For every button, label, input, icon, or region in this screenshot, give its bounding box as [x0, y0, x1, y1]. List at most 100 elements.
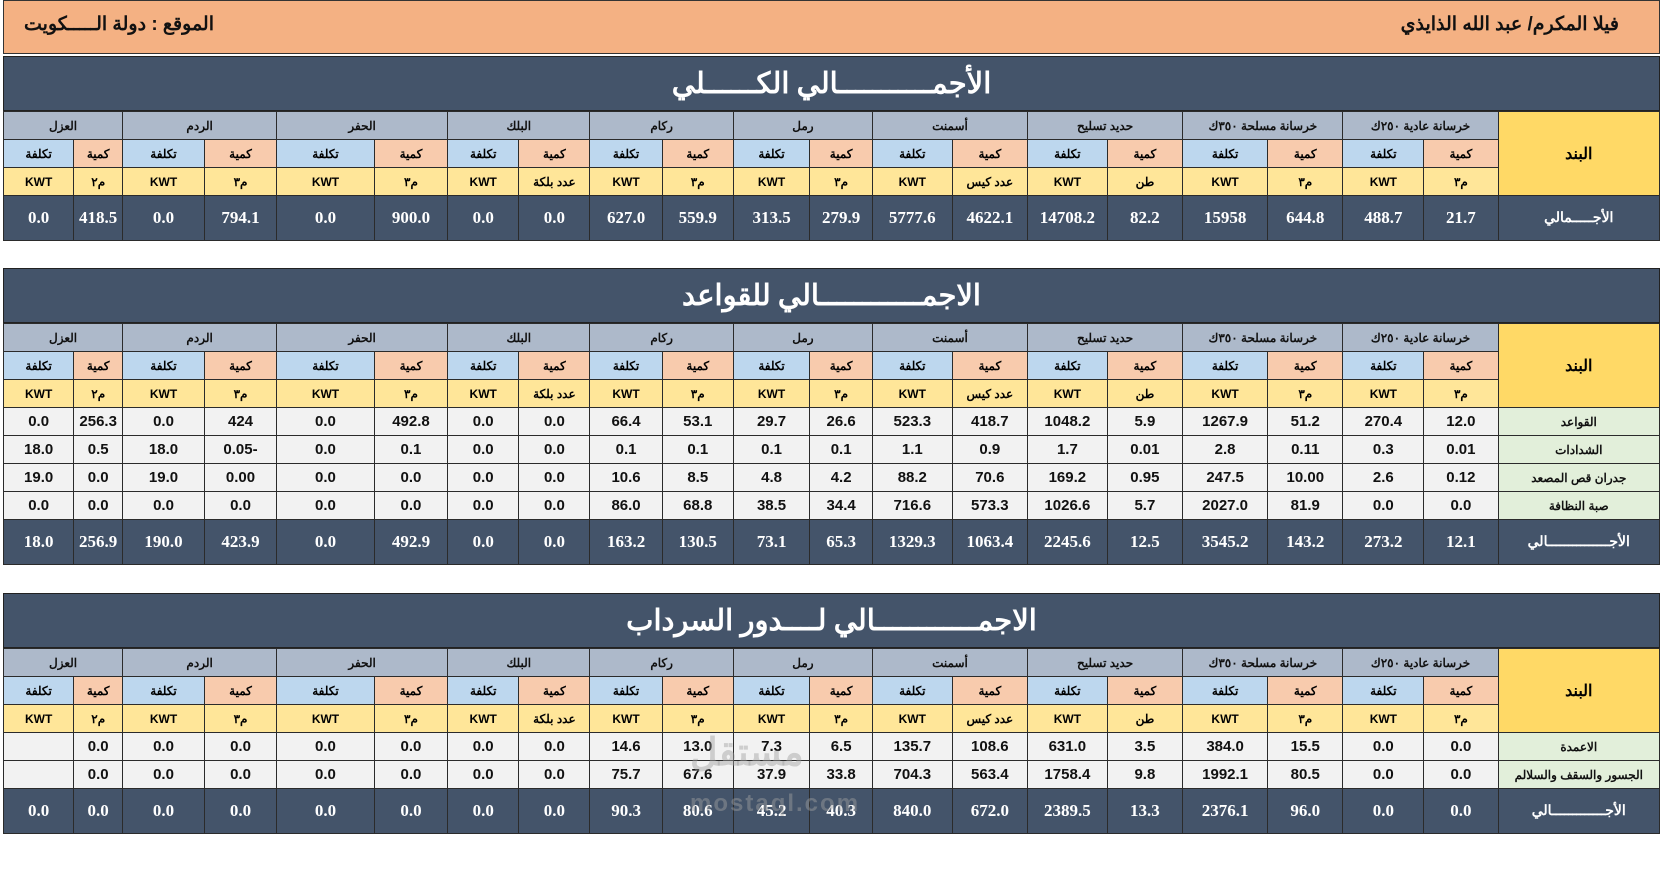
cost-header: تكلفة [447, 676, 520, 705]
value-cell: 1026.6 [1027, 491, 1108, 520]
cost-header: تكلفة [122, 139, 205, 168]
value-cell: 15.5 [1267, 732, 1344, 761]
qty-header: كمية [1423, 676, 1499, 705]
cost-header: تكلفة [1027, 351, 1108, 380]
value-cell: 1267.9 [1182, 407, 1269, 436]
total-value-cell: 0.0 [276, 788, 375, 834]
value-cell: 2.6 [1342, 463, 1425, 492]
value-cell: 5.9 [1106, 407, 1184, 436]
unit-cell: طن [1106, 704, 1184, 733]
group-header: رمل [732, 111, 873, 140]
total-value-cell: 488.7 [1342, 195, 1425, 241]
value-cell: 0.0 [73, 491, 124, 520]
value-cell: 66.4 [589, 407, 663, 436]
currency-cell: KWT [871, 379, 953, 408]
group-header: خرسانة مسلحة ٣٥٠ك [1182, 323, 1344, 352]
value-cell: 0.0 [447, 491, 520, 520]
unit-cell: م٣ [809, 379, 873, 408]
value-cell: 0.0 [1423, 732, 1499, 761]
value-cell: 10.00 [1267, 463, 1344, 492]
value-cell: 0.3 [1342, 435, 1425, 464]
group-header: الحفر [276, 648, 449, 677]
value-cell: 67.6 [661, 760, 734, 789]
currency-cell: KWT [2, 167, 75, 196]
band-header: البند [1497, 111, 1660, 196]
group-header: خرسانة عادية ٢٥٠ك [1342, 111, 1499, 140]
value-cell: 0.0 [276, 407, 375, 436]
value-cell: -0.05 [203, 435, 278, 464]
total-label: الأجـــــــــــــــالي [1497, 519, 1660, 565]
row-label: جدران قص المصعد [1497, 463, 1660, 492]
group-header: رمل [732, 648, 873, 677]
group-header: العزل [2, 323, 124, 352]
value-cell: 0.00 [203, 463, 278, 492]
band-header: البند [1497, 648, 1660, 733]
quantities-table: البند خرسانة عادية ٢٥٠ك خرسانة مسلحة ٣٥٠ك ح… [2, 111, 1660, 241]
currency-cell: KWT [1027, 167, 1108, 196]
group-header: أسمنت [871, 323, 1029, 352]
row-label: القواعد [1497, 407, 1660, 436]
cost-header: تكلفة [447, 139, 520, 168]
value-cell: 0.0 [373, 760, 449, 789]
qty-header: كمية [73, 676, 124, 705]
value-cell: 247.5 [1182, 463, 1269, 492]
group-header: أسمنت [871, 111, 1029, 140]
currency-cell: KWT [276, 704, 375, 733]
value-cell: 0.0 [276, 760, 375, 789]
cost-header: تكلفة [276, 351, 375, 380]
cost-header: تكلفة [1182, 676, 1269, 705]
qty-header: كمية [1423, 139, 1499, 168]
currency-cell: KWT [732, 167, 811, 196]
value-cell: 0.0 [518, 407, 591, 436]
cost-header: تكلفة [732, 139, 811, 168]
total-value-cell: 143.2 [1267, 519, 1344, 565]
total-value-cell: 45.2 [732, 788, 811, 834]
unit-cell: عدد بلكة [518, 167, 591, 196]
total-value-cell: 627.0 [589, 195, 663, 241]
value-cell: 716.6 [871, 491, 953, 520]
unit-cell: م٣ [203, 167, 278, 196]
value-cell: 14.6 [589, 732, 663, 761]
currency-cell: KWT [871, 167, 953, 196]
group-header: الردم [122, 323, 278, 352]
cost-header: تكلفة [1027, 676, 1108, 705]
qty-header: كمية [1267, 139, 1344, 168]
total-value-cell: 0.0 [122, 788, 205, 834]
unit-cell: م٣ [203, 379, 278, 408]
group-header: رمل [732, 323, 873, 352]
value-cell: 0.0 [1423, 760, 1499, 789]
value-cell: 10.6 [589, 463, 663, 492]
cost-header: تكلفة [589, 139, 663, 168]
value-cell: 0.0 [518, 760, 591, 789]
total-row: الأجـــــمالي 21.7 488.7 644.8 15958 82.2 1470… [2, 195, 1660, 241]
value-cell: 5.7 [1106, 491, 1184, 520]
table-row: جدران قص المصعد 0.12 2.6 10.00 247.5 0.95 169.… [2, 463, 1660, 492]
value-cell: 270.4 [1342, 407, 1425, 436]
value-cell: 33.8 [809, 760, 873, 789]
currency-cell: KWT [276, 167, 375, 196]
total-value-cell: 0.0 [276, 195, 375, 241]
total-value-cell: 840.0 [871, 788, 953, 834]
total-value-cell: 163.2 [589, 519, 663, 565]
total-value-cell: 0.0 [518, 788, 591, 834]
group-header: الحفر [276, 111, 449, 140]
value-cell: 4.2 [809, 463, 873, 492]
value-cell: 18.0 [122, 435, 205, 464]
total-row: الأجـــــــــــــالي 0.0 0.0 96.0 2376.1 13.3… [2, 788, 1660, 834]
value-cell: 0.1 [661, 435, 734, 464]
cost-header: تكلفة [589, 676, 663, 705]
qty-header: كمية [809, 139, 873, 168]
value-cell: 0.0 [447, 435, 520, 464]
cost-header: تكلفة [871, 676, 953, 705]
group-header: البلك [447, 111, 591, 140]
total-value-cell: 0.0 [447, 788, 520, 834]
qty-header: كمية [1106, 139, 1184, 168]
total-value-cell: 18.0 [2, 519, 75, 565]
currency-cell: KWT [732, 379, 811, 408]
unit-cell: م٢ [73, 167, 124, 196]
section-title: الاجمــــــــــــالي للقواعد [3, 268, 1660, 323]
group-header: ركام [589, 323, 734, 352]
qty-header: كمية [518, 139, 591, 168]
currency-cell: KWT [1182, 704, 1269, 733]
cost-header: تكلفة [1342, 351, 1425, 380]
